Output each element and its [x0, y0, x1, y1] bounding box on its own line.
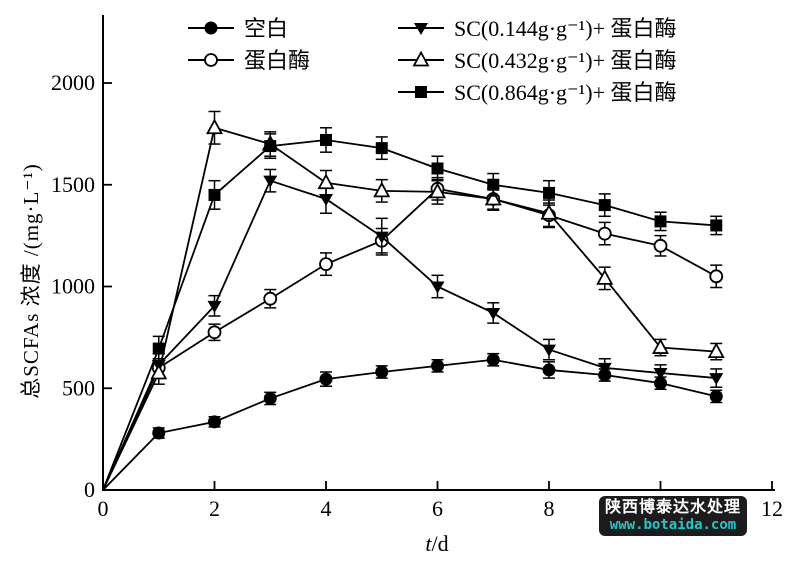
marker-square-filled [487, 178, 500, 191]
y-axis-title: 总SCFAs 浓度 /(mg·L⁻¹) [19, 163, 43, 399]
series-sc-0144 [102, 168, 724, 491]
series-sc-0432 [102, 110, 725, 491]
marker-triangle-down [597, 362, 612, 375]
marker-circle-open [204, 53, 218, 67]
marker-circle-open [597, 226, 612, 241]
x-tick-label: 6 [432, 496, 443, 521]
marker-circle-filled [542, 363, 556, 377]
x-tick-label: 8 [544, 496, 555, 521]
marker-triangle-down [319, 193, 333, 206]
marker-circle-filled [709, 389, 723, 403]
marker-circle-filled [486, 353, 500, 367]
marker-square-filled [415, 86, 427, 98]
x-axis-variable: t [425, 531, 432, 556]
legend-label: SC(0.144g·g⁻¹)+ 蛋白酶 [454, 16, 677, 41]
x-tick-label: 4 [321, 496, 332, 521]
legend-label: SC(0.432g·g⁻¹)+ 蛋白酶 [454, 48, 677, 73]
marker-square-filled [598, 199, 611, 212]
marker-square-filled [320, 133, 332, 146]
marker-triangle-up [428, 182, 447, 199]
marker-triangle-down [653, 367, 668, 380]
marker-square-filled [543, 186, 555, 199]
marker-circle-open [319, 257, 333, 272]
y-tick-label: 1500 [51, 172, 95, 197]
marker-triangle-up [150, 363, 168, 380]
legend-item-sc-0864: SC(0.864g·g⁻¹)+ 蛋白酶 [398, 80, 677, 105]
series-line [102, 179, 717, 491]
series-line [102, 126, 717, 491]
marker-circle-open [653, 238, 668, 253]
marker-triangle-up [317, 173, 335, 190]
legend-label: 蛋白酶 [244, 48, 310, 73]
series-line [102, 139, 717, 491]
y-tick-label: 500 [62, 375, 95, 400]
y-tick-label: 2000 [51, 70, 95, 95]
marker-triangle-down [207, 300, 222, 313]
marker-circle-filled [319, 372, 333, 386]
legend-item-protease: 蛋白酶 [188, 48, 310, 73]
marker-circle-open [709, 269, 724, 284]
marker-square-filled [264, 140, 277, 153]
x-tick-label: 0 [98, 496, 109, 521]
marker-triangle-down [263, 175, 278, 188]
x-tick-label: 2 [209, 496, 220, 521]
legend-label: 空白 [244, 16, 288, 41]
marker-circle-open [263, 291, 278, 306]
marker-triangle-up [484, 189, 502, 206]
series-line [102, 358, 717, 491]
marker-square-filled [208, 188, 221, 201]
marker-triangle-up [540, 203, 558, 220]
series-line [102, 187, 717, 491]
marker-circle-open [207, 325, 222, 340]
marker-triangle-down [374, 231, 389, 244]
y-tick-label: 1000 [51, 274, 95, 299]
x-tick-label: 12 [761, 496, 783, 521]
watermark-company: 陕西博泰达水处理 [604, 498, 741, 516]
legend-label: SC(0.864g·g⁻¹)+ 蛋白酶 [454, 80, 677, 105]
marker-square-filled [710, 219, 723, 232]
marker-square-filled [375, 142, 388, 155]
legend-item-sc-0432: SC(0.432g·g⁻¹)+ 蛋白酶 [398, 48, 677, 73]
x-axis-title: t/d [425, 531, 448, 557]
marker-circle-filled [204, 21, 218, 35]
marker-square-filled [152, 342, 165, 355]
y-tick-label: 0 [84, 477, 95, 502]
marker-triangle-up [373, 181, 391, 198]
series-blank [102, 352, 723, 491]
marker-circle-filled [208, 415, 221, 429]
marker-square-filled [431, 162, 444, 175]
marker-triangle-up [707, 342, 725, 359]
marker-circle-filled [263, 391, 277, 405]
marker-triangle-down [486, 307, 501, 320]
marker-triangle-up [596, 268, 614, 285]
marker-square-filled [654, 215, 667, 228]
marker-triangle-down [709, 373, 724, 386]
marker-triangle-up [412, 50, 430, 67]
legend-item-blank: 空白 [188, 16, 288, 41]
watermark-url: www.botaida.com [609, 517, 737, 534]
watermark: 陕西博泰达水处理 www.botaida.com [599, 496, 747, 536]
series-protease [102, 176, 724, 491]
marker-triangle-up [651, 338, 670, 354]
legend-item-sc-0144: SC(0.144g·g⁻¹)+ 蛋白酶 [398, 16, 677, 41]
marker-circle-filled [152, 426, 166, 440]
marker-triangle-down [542, 344, 556, 357]
x-axis-unit: /d [431, 531, 449, 556]
marker-triangle-up [205, 118, 224, 135]
marker-triangle-down [430, 281, 445, 294]
marker-circle-filled [375, 365, 389, 379]
series-sc-0864 [102, 127, 723, 491]
marker-circle-filled [431, 359, 444, 373]
marker-triangle-down [414, 23, 428, 35]
